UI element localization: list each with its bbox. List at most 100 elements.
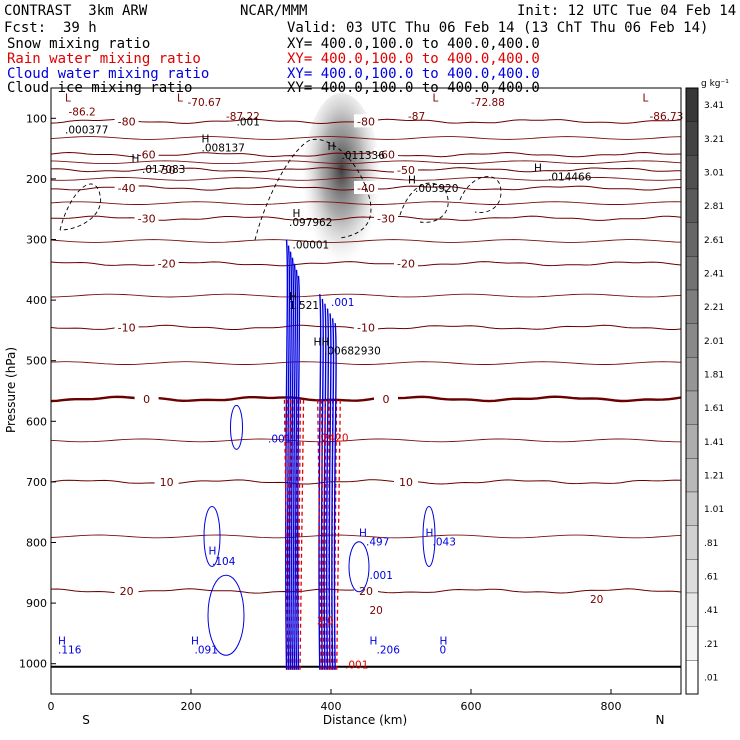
isotherm-label: 20 — [359, 585, 373, 598]
contour-annotation: L — [433, 92, 439, 104]
isotherm-line — [50, 201, 682, 205]
contour-annotation: .017083 — [142, 164, 185, 176]
isotherm-label-bg — [394, 474, 418, 488]
forecast-hour: 39 h — [63, 20, 97, 36]
rain-contour — [299, 397, 305, 670]
colorbar-swatch — [685, 222, 699, 257]
contour-annotation: .001 — [345, 660, 368, 672]
colorbar-swatch — [685, 121, 699, 156]
isotherm-label: -50 — [158, 164, 176, 177]
contour-annotation: 2420 — [322, 432, 349, 444]
contour-annotation: -87.22 — [226, 111, 260, 123]
rain-contour — [320, 397, 325, 670]
colorbar-swatch — [685, 458, 699, 493]
isotherm-label-bg — [154, 474, 179, 488]
contour-annotation: .014466 — [548, 172, 592, 184]
colorbar-label: .21 — [704, 640, 718, 650]
contour-annotation: H — [132, 153, 140, 165]
contour-annotation: .005920 — [415, 183, 458, 195]
cloud-water-contour — [333, 323, 337, 670]
colorbar-swatch — [685, 660, 699, 695]
colorbar-label: 2.61 — [704, 236, 724, 246]
cloud-water-contour — [284, 239, 289, 670]
forecast-label: Fcst: — [4, 20, 47, 36]
y-tick-label: 800 — [26, 537, 47, 550]
contour-annotation: .001 — [370, 570, 393, 582]
contour-annotation: .008137 — [202, 143, 245, 155]
contour-annotation: -87 — [408, 111, 425, 123]
isotherm-label-bg — [154, 162, 179, 176]
contour-annotation: .104 — [212, 556, 236, 568]
isotherm-line — [50, 160, 682, 165]
field-xy-snow: XY= 400.0,100.0 to 400.0,400.0 — [287, 36, 540, 52]
cloud-water-contour — [296, 275, 301, 670]
isotherm-line — [50, 239, 682, 243]
y-tick-label: 300 — [26, 234, 47, 247]
y-tick-label: 700 — [26, 476, 47, 489]
cloud-water-contour — [331, 318, 335, 670]
isotherm-label: 0 — [143, 393, 150, 406]
cloud-contours — [59, 138, 502, 670]
contour-annotation: .206 — [377, 644, 401, 656]
contour-annotation: H — [359, 527, 367, 539]
colorbar-swatch — [685, 390, 699, 425]
contour-annotation: 20 — [370, 605, 383, 617]
isotherm-line — [50, 136, 682, 140]
contour-annotation: -86.73 — [650, 111, 684, 123]
isotherm-label: 0 — [383, 393, 390, 406]
contour-annotation: -70.67 — [188, 97, 222, 109]
contour-annotation: H — [328, 141, 336, 153]
cloud-ice-contour — [59, 183, 102, 231]
rain-contour — [324, 397, 328, 670]
cloud-water-contour — [203, 505, 221, 567]
colorbar-swatch — [685, 155, 699, 190]
colorbar-swatch — [685, 626, 699, 661]
colorbar-swatch — [685, 491, 699, 526]
contour-annotation: .001 — [331, 297, 354, 309]
isotherm-label-bg — [134, 391, 159, 405]
contour-annotation: H — [293, 208, 301, 220]
isotherm-label-bg — [394, 256, 418, 270]
colorbar-unit: g kg⁻¹ — [701, 79, 729, 89]
colorbar-label: 3.21 — [704, 135, 724, 145]
colorbar-label: 3.41 — [704, 101, 724, 111]
isotherm-label-bg — [374, 211, 398, 225]
isotherm-label: -10 — [118, 321, 136, 334]
colorbar-label: 1.81 — [704, 371, 724, 381]
x-tick-label: 600 — [461, 700, 482, 713]
colorbar-swatch — [685, 256, 699, 291]
colorbar-swatch — [685, 323, 699, 358]
field-name-snow: Snow mixing ratio — [7, 36, 151, 52]
colorbar-swatch — [685, 559, 699, 594]
colorbar: 3.41 3.21 3.01 2.81 2.61 2.41 2.21 2.01 1.81 1.61… — [685, 79, 729, 695]
colorbar-label: 2.01 — [704, 337, 724, 347]
y-tick-label: 1000 — [19, 658, 47, 671]
cloud-water-contour — [325, 308, 330, 670]
isotherm-label-bg — [114, 180, 139, 194]
cloud-water-contour — [323, 303, 327, 670]
y-tick-label: 100 — [26, 112, 47, 125]
isotherm-label: 20 — [120, 585, 134, 598]
isotherm-label: -10 — [357, 321, 375, 334]
colorbar-swatch — [685, 87, 699, 122]
isotherm-label-bg — [114, 583, 139, 597]
contour-annotation: 1.521 — [289, 300, 319, 312]
rain-contour — [317, 397, 322, 670]
field-xy-rain: XY= 400.0,100.0 to 400.0,400.0 — [287, 51, 540, 67]
isotherm-line — [50, 293, 682, 298]
colorbar-label: .61 — [704, 573, 718, 583]
contour-annotation: .097962 — [289, 217, 332, 229]
cloud-water-contour — [286, 245, 291, 670]
contour-annotation: .001 — [268, 434, 291, 446]
contour-annotation: .011336 — [342, 150, 386, 162]
colorbar-label: 2.81 — [704, 202, 724, 212]
isotherm-label-bg — [134, 211, 159, 225]
y-tick-label: 200 — [26, 173, 47, 186]
isotherm-label: -60 — [377, 149, 395, 162]
contour-annotation: H — [209, 546, 217, 558]
isotherm-line — [50, 534, 682, 539]
temperature-contours: -80 -80-60 -60-50 -50-40 -40-30 -30-20 -20-10-… — [50, 114, 682, 668]
contour-annotation: -72.88 — [471, 97, 505, 109]
contour-annotation: .043 — [433, 537, 456, 549]
